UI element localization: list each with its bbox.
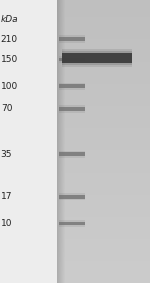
Bar: [59, 156, 85, 158]
Text: 17: 17: [1, 192, 12, 201]
Text: 150: 150: [1, 55, 18, 64]
Bar: [59, 88, 85, 90]
Bar: [59, 37, 85, 41]
Bar: [59, 222, 85, 225]
Bar: [62, 53, 132, 63]
Bar: [59, 152, 85, 156]
Bar: [59, 151, 85, 152]
Bar: [62, 53, 132, 63]
Text: 70: 70: [1, 104, 12, 113]
Bar: [59, 61, 85, 63]
Bar: [59, 57, 85, 61]
Bar: [59, 193, 85, 195]
Text: 100: 100: [1, 82, 18, 91]
Bar: [59, 41, 85, 43]
Bar: [59, 35, 85, 37]
Bar: [59, 107, 85, 111]
Bar: [62, 49, 132, 67]
Text: kDa: kDa: [1, 15, 18, 24]
Bar: [59, 105, 85, 107]
Bar: [59, 195, 85, 199]
Bar: [59, 56, 85, 58]
Bar: [59, 83, 85, 84]
Bar: [59, 220, 85, 222]
Bar: [59, 226, 85, 227]
Text: 10: 10: [1, 219, 12, 228]
Bar: [59, 111, 85, 113]
Bar: [59, 199, 85, 200]
Bar: [59, 84, 85, 88]
Bar: [62, 51, 132, 65]
Text: 35: 35: [1, 150, 12, 159]
Text: 210: 210: [1, 35, 18, 44]
